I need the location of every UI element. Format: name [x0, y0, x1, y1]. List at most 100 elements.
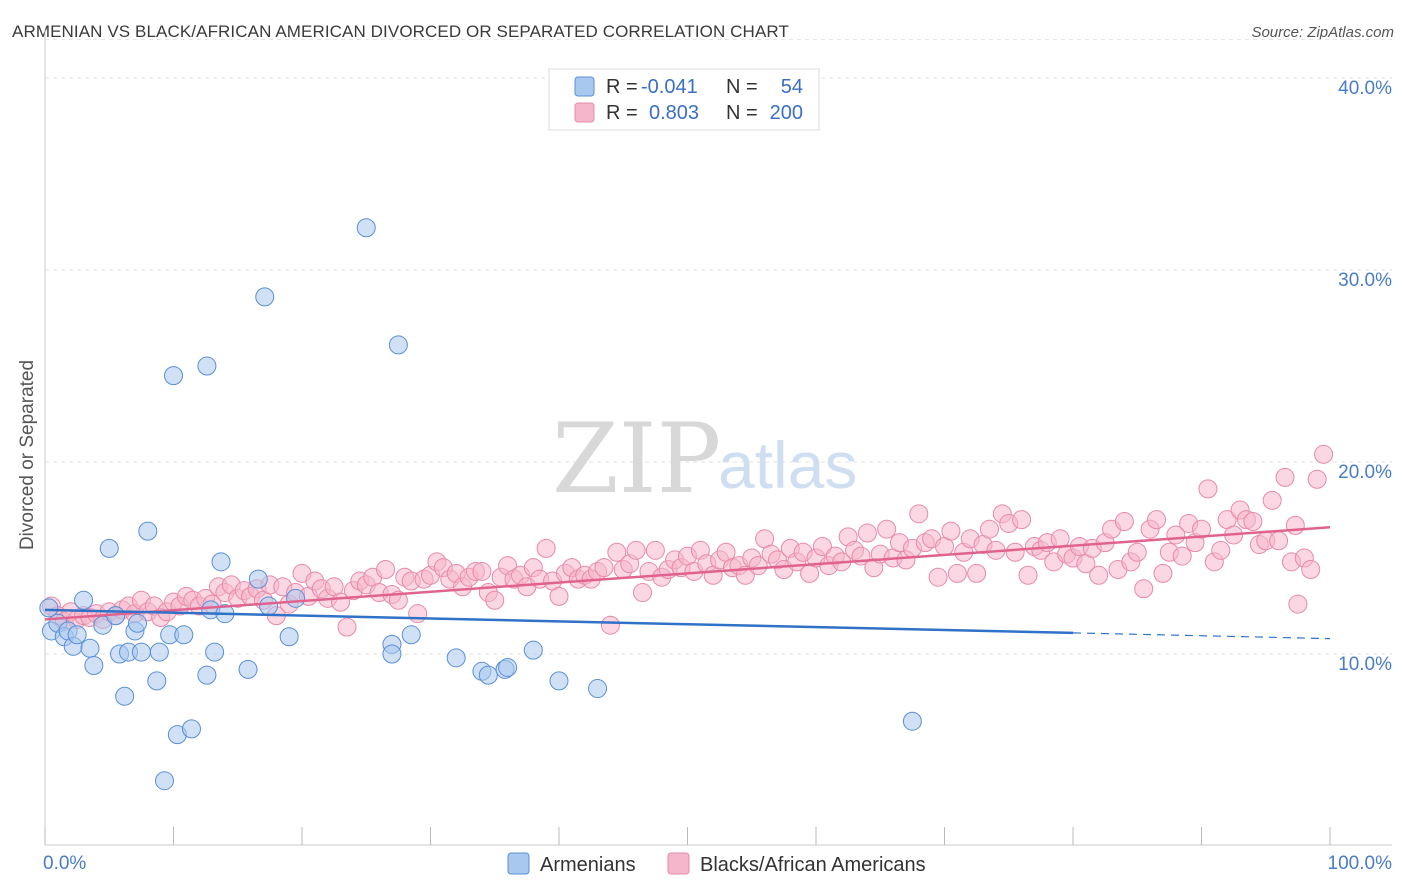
armenian-point	[498, 657, 518, 677]
armenian-point	[131, 642, 151, 662]
armenian-point	[115, 686, 135, 706]
black-point	[909, 504, 929, 524]
black-point	[1172, 546, 1192, 566]
black-point	[967, 563, 987, 583]
black-point	[812, 536, 832, 556]
black-point	[1005, 542, 1025, 562]
armenian-point	[902, 711, 922, 731]
y-tick-labels: 10.0% 20.0% 30.0% 40.0%	[1338, 78, 1392, 675]
legend-r-label: R =	[606, 102, 638, 124]
black-point	[1114, 512, 1134, 532]
legend-r-value: -0.041	[641, 76, 698, 98]
armenian-point	[446, 648, 466, 668]
black-point	[337, 617, 357, 637]
black-point	[1285, 515, 1305, 535]
x-tick-labels: 0.0% 100.0%	[43, 853, 1392, 874]
black-point	[549, 586, 569, 606]
legend-n-value: 200	[770, 102, 803, 124]
black-point	[633, 583, 653, 603]
armenian-point	[388, 335, 408, 355]
black-point	[1018, 565, 1038, 585]
bottom-legend-armenian-swatch	[507, 852, 530, 875]
y-tick-label: 30.0%	[1338, 270, 1392, 291]
chart-title: ARMENIAN VS BLACK/AFRICAN AMERICAN DIVOR…	[12, 22, 789, 41]
armenian-point	[80, 638, 100, 658]
black-point	[1089, 565, 1109, 585]
black-point	[1301, 560, 1321, 580]
black-point	[536, 538, 556, 558]
armenian-point	[67, 625, 87, 645]
black-point	[748, 556, 768, 576]
armenian-point	[39, 598, 59, 618]
black-point	[979, 519, 999, 539]
gridlines	[45, 39, 1392, 655]
black-point	[1012, 510, 1032, 530]
black-point	[376, 560, 396, 580]
x-tick-label: 100.0%	[1328, 853, 1393, 874]
legend: R = -0.041 N = 54 R = 0.803 N = 200	[548, 68, 820, 131]
armenian-point	[174, 625, 194, 645]
black-point	[1288, 594, 1308, 614]
legend-black-swatch	[574, 102, 595, 123]
black-point	[600, 615, 620, 635]
black-point	[877, 519, 897, 539]
black-point	[594, 558, 614, 578]
armenian-point	[238, 659, 258, 679]
y-tick-label: 20.0%	[1338, 462, 1392, 483]
x-tick-label: 0.0%	[43, 853, 86, 874]
axes	[44, 29, 1392, 846]
armenian-point	[128, 613, 148, 633]
black-point	[1198, 479, 1218, 499]
black-point	[947, 563, 967, 583]
black-point	[1243, 512, 1263, 532]
black-point	[485, 590, 505, 610]
legend-n-label: N =	[726, 102, 758, 124]
bottom-legend-armenians: Armenians	[540, 854, 636, 876]
armenian-point	[99, 538, 119, 558]
y-tick-label: 40.0%	[1338, 78, 1392, 99]
black-point	[1134, 579, 1154, 599]
black-point	[1192, 519, 1211, 539]
black-point	[645, 540, 665, 560]
armenian-trend-extension	[1072, 632, 1331, 640]
bottom-legend-black-swatch	[667, 852, 690, 875]
legend-armenian-swatch	[574, 76, 595, 97]
series-armenian-points	[39, 218, 922, 791]
legend-r-value: 0.803	[649, 102, 699, 124]
black-point	[1269, 531, 1289, 551]
armenian-point	[197, 356, 217, 376]
black-point	[1275, 467, 1295, 487]
armenian-point	[84, 656, 104, 676]
armenian-point	[549, 671, 569, 691]
black-point	[941, 521, 961, 541]
black-point	[607, 542, 627, 562]
armenian-point	[259, 596, 279, 616]
armenian-point	[588, 679, 608, 699]
armenian-point	[523, 640, 543, 660]
black-point	[928, 567, 948, 587]
armenian-point	[164, 366, 183, 386]
black-point	[1314, 444, 1334, 464]
watermark-atlas: atlas	[718, 428, 857, 502]
armenian-point	[149, 642, 169, 662]
armenian-point	[248, 569, 268, 589]
black-point	[1147, 510, 1167, 530]
armenian-point	[181, 719, 201, 739]
bottom-legend-black: Blacks/African Americans	[700, 854, 926, 876]
y-tick-label: 10.0%	[1338, 654, 1392, 675]
legend-r-label: R =	[606, 76, 638, 98]
black-point	[388, 590, 408, 610]
legend-n-label: N =	[726, 76, 758, 98]
armenian-point	[138, 521, 158, 541]
black-point	[1211, 540, 1231, 560]
black-point	[1307, 469, 1327, 489]
watermark-zip: ZIP	[552, 403, 721, 515]
y-axis-label: Divorced or Separated	[17, 360, 38, 550]
armenian-point	[382, 644, 402, 664]
armenian-point	[356, 218, 376, 238]
armenian-point	[211, 552, 231, 572]
bottom-legend: Armenians Blacks/African Americans	[507, 852, 926, 876]
armenian-point	[401, 625, 421, 645]
legend-n-value: 54	[781, 76, 803, 98]
